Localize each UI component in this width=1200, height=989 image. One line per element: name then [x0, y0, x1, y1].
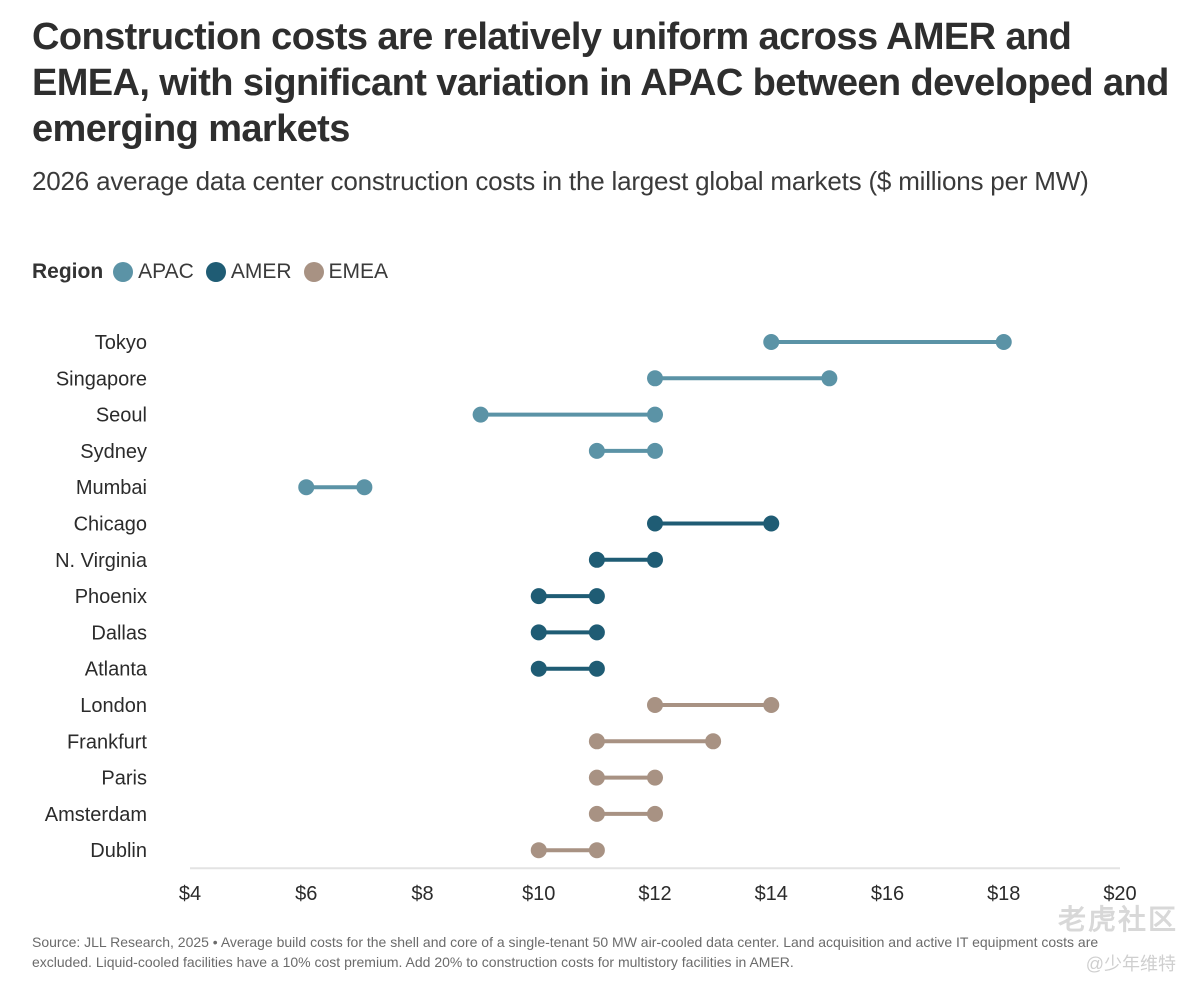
x-tick-label: $20	[1103, 883, 1136, 905]
row-atlanta: Atlanta Atlanta low: $10 Atlanta high: $11	[85, 659, 605, 681]
x-tick-label: $16	[871, 883, 904, 905]
x-axis-ticks: $4 $6 $8 $10 $12 $14 $16 $18 $20	[179, 883, 1137, 905]
point-high[interactable]: Atlanta high: $11	[588, 660, 605, 677]
point-low[interactable]: Phoenix low: $10	[530, 588, 547, 605]
rows-layer: Tokyo Tokyo low: $14 Tokyo high: $18 Singap…	[45, 332, 1012, 862]
point-low[interactable]: Paris low: $11	[588, 769, 605, 786]
point-high[interactable]: Mumbai high: $7	[356, 479, 373, 496]
point-low[interactable]: Mumbai low: $6	[298, 479, 315, 496]
row-label: Dallas	[91, 622, 147, 644]
legend-swatch-apac	[113, 262, 134, 282]
row-label: Singapore	[56, 368, 147, 390]
row-label: N. Virginia	[55, 550, 148, 572]
point-high[interactable]: Dublin high: $11	[588, 842, 605, 859]
row-sydney: Sydney Sydney low: $11 Sydney high: $12	[80, 441, 663, 463]
legend-item-apac[interactable]: APAC	[113, 260, 194, 284]
row-chicago: Chicago Chicago low: $12 Chicago high: $14	[74, 514, 780, 536]
row-dublin: Dublin Dublin low: $10 Dublin high: $11	[90, 840, 605, 862]
row-london: London London low: $12 London high: $14	[80, 695, 780, 717]
point-low[interactable]: Dallas low: $10	[530, 624, 547, 641]
x-tick-label: $18	[987, 883, 1020, 905]
legend-item-amer[interactable]: AMER	[205, 260, 292, 284]
row-phoenix: Phoenix Phoenix low: $10 Phoenix high: $11	[75, 586, 605, 608]
point-low[interactable]: N. Virginia low: $11	[588, 551, 605, 568]
point-low[interactable]: Tokyo low: $14	[763, 334, 780, 350]
legend: Region APAC AMER EMEA	[32, 260, 400, 284]
row-mumbai: Mumbai Mumbai low: $6 Mumbai high: $7	[76, 477, 373, 499]
chart-subtitle: 2026 average data center construction co…	[32, 166, 1089, 196]
point-low[interactable]: Chicago low: $12	[647, 515, 663, 532]
source-footnote: Source: JLL Research, 2025 • Average bui…	[32, 934, 1099, 970]
x-tick-label: $14	[755, 883, 788, 905]
point-high[interactable]: Paris high: $12	[647, 769, 663, 786]
row-label: Frankfurt	[67, 731, 147, 753]
row-label: Sydney	[80, 441, 147, 463]
legend-swatch-amer	[205, 262, 226, 282]
x-tick-label: $8	[411, 883, 433, 905]
point-high[interactable]: Dallas high: $11	[588, 624, 605, 641]
watermark: 老虎社区	[1057, 904, 1178, 935]
x-tick-label: $6	[295, 883, 317, 905]
point-low[interactable]: Singapore low: $12	[647, 370, 663, 387]
x-tick-label: $4	[179, 883, 201, 905]
point-low[interactable]: London low: $12	[647, 697, 663, 713]
row-label: Chicago	[74, 514, 147, 536]
row-amsterdam: Amsterdam Amsterdam low: $11 Amsterdam hig…	[45, 804, 663, 826]
row-tokyo: Tokyo Tokyo low: $14 Tokyo high: $18	[95, 332, 1012, 354]
row-label: Amsterdam	[45, 804, 147, 826]
point-high[interactable]: Singapore high: $15	[821, 370, 838, 387]
row-dallas: Dallas Dallas low: $10 Dallas high: $11	[91, 622, 605, 644]
point-high[interactable]: Phoenix high: $11	[588, 588, 605, 605]
legend-label-apac: APAC	[138, 260, 194, 283]
point-high[interactable]: Amsterdam high: $12	[647, 805, 663, 822]
point-high[interactable]: London high: $14	[763, 697, 780, 713]
chart-title: Construction costs are relatively unifor…	[32, 16, 1169, 150]
legend-title: Region	[32, 260, 104, 283]
row-label: Atlanta	[85, 659, 148, 681]
row-singapore: Singapore Singapore low: $12 Singapore hig…	[56, 368, 838, 390]
row-seoul: Seoul Seoul low: $9 Seoul high: $12	[96, 405, 663, 427]
legend-label-emea: EMEA	[328, 260, 389, 283]
point-high[interactable]: N. Virginia high: $12	[647, 551, 663, 568]
x-tick-label: $10	[522, 883, 555, 905]
row-paris: Paris Paris low: $11 Paris high: $12	[101, 768, 663, 790]
point-high[interactable]: Chicago high: $14	[763, 515, 780, 532]
point-low[interactable]: Amsterdam low: $11	[588, 805, 605, 822]
point-low[interactable]: Sydney low: $11	[588, 442, 605, 459]
row-label: Tokyo	[95, 332, 147, 354]
point-high[interactable]: Frankfurt high: $13	[705, 733, 722, 750]
legend-swatch-emea	[303, 262, 324, 282]
row-label: Paris	[101, 768, 147, 790]
legend-item-emea[interactable]: EMEA	[303, 260, 389, 284]
x-tick-label: $12	[638, 883, 671, 905]
point-low[interactable]: Frankfurt low: $11	[588, 733, 605, 750]
legend-label-amer: AMER	[230, 260, 292, 283]
point-high[interactable]: Tokyo high: $18	[995, 334, 1012, 350]
point-low[interactable]: Dublin low: $10	[530, 842, 547, 859]
point-high[interactable]: Seoul high: $12	[647, 406, 663, 423]
row-label: Dublin	[90, 840, 147, 862]
row-label: Seoul	[96, 405, 147, 427]
row-label: London	[80, 695, 147, 717]
dumbbell-chart: Tokyo Tokyo low: $14 Tokyo high: $18 Singap…	[45, 332, 1137, 905]
row-label: Mumbai	[76, 477, 147, 499]
row-label: Phoenix	[75, 586, 147, 608]
watermark-handle: @少年维特	[1085, 954, 1176, 974]
point-low[interactable]: Atlanta low: $10	[530, 660, 547, 677]
row-n-virginia: N. Virginia N. Virginia low: $11 N. Virgin…	[55, 550, 663, 572]
row-frankfurt: Frankfurt Frankfurt low: $11 Frankfurt hig…	[67, 731, 722, 753]
point-high[interactable]: Sydney high: $12	[647, 442, 663, 459]
point-low[interactable]: Seoul low: $9	[472, 406, 489, 423]
